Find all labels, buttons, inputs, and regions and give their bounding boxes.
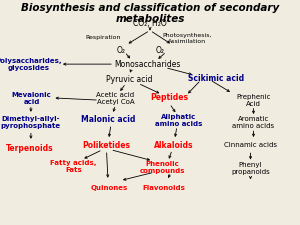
Text: Scikimic acid: Scikimic acid (188, 74, 244, 83)
Text: Polysaccharides,
glycosides: Polysaccharides, glycosides (0, 58, 62, 71)
Text: Phenolic
compounds: Phenolic compounds (139, 161, 185, 174)
Text: O₂: O₂ (156, 46, 165, 55)
Text: Prephenic
Acid: Prephenic Acid (236, 94, 271, 107)
Text: Poliketides: Poliketides (82, 141, 130, 150)
Text: Quinones: Quinones (91, 185, 128, 191)
Text: Photosynthesis,
Assimilation: Photosynthesis, Assimilation (163, 33, 212, 44)
Text: Pyruvic acid: Pyruvic acid (106, 75, 152, 84)
Text: Biosynthesis and classification of secondary: Biosynthesis and classification of secon… (21, 3, 279, 13)
Text: Terpenoids: Terpenoids (6, 144, 54, 153)
Text: Malonic acid: Malonic acid (81, 115, 135, 124)
Text: Acetic acid
Acetyl CoA: Acetic acid Acetyl CoA (96, 92, 135, 106)
Text: Aliphatic
amino acids: Aliphatic amino acids (155, 114, 202, 127)
Text: Peptides: Peptides (151, 93, 188, 102)
Text: Fatty acids,
Fats: Fatty acids, Fats (50, 160, 97, 173)
Text: Cinnamic acids: Cinnamic acids (224, 142, 277, 148)
Text: Monosaccharides: Monosaccharides (114, 60, 180, 69)
Text: metabolites: metabolites (115, 14, 185, 23)
Text: O₂: O₂ (117, 46, 126, 55)
Text: Alkaloids: Alkaloids (154, 141, 194, 150)
Text: CO₂, H₂O: CO₂, H₂O (133, 19, 167, 28)
Text: Aromatic
amino acids: Aromatic amino acids (232, 116, 274, 129)
Text: Dimethyl-allyl-
pyrophosphate: Dimethyl-allyl- pyrophosphate (1, 116, 61, 129)
Text: Flavonoids: Flavonoids (142, 185, 185, 191)
Text: Respiration: Respiration (86, 35, 121, 40)
Text: Mevalonic
acid: Mevalonic acid (12, 92, 51, 106)
Text: Phenyl
propanoids: Phenyl propanoids (231, 162, 270, 175)
